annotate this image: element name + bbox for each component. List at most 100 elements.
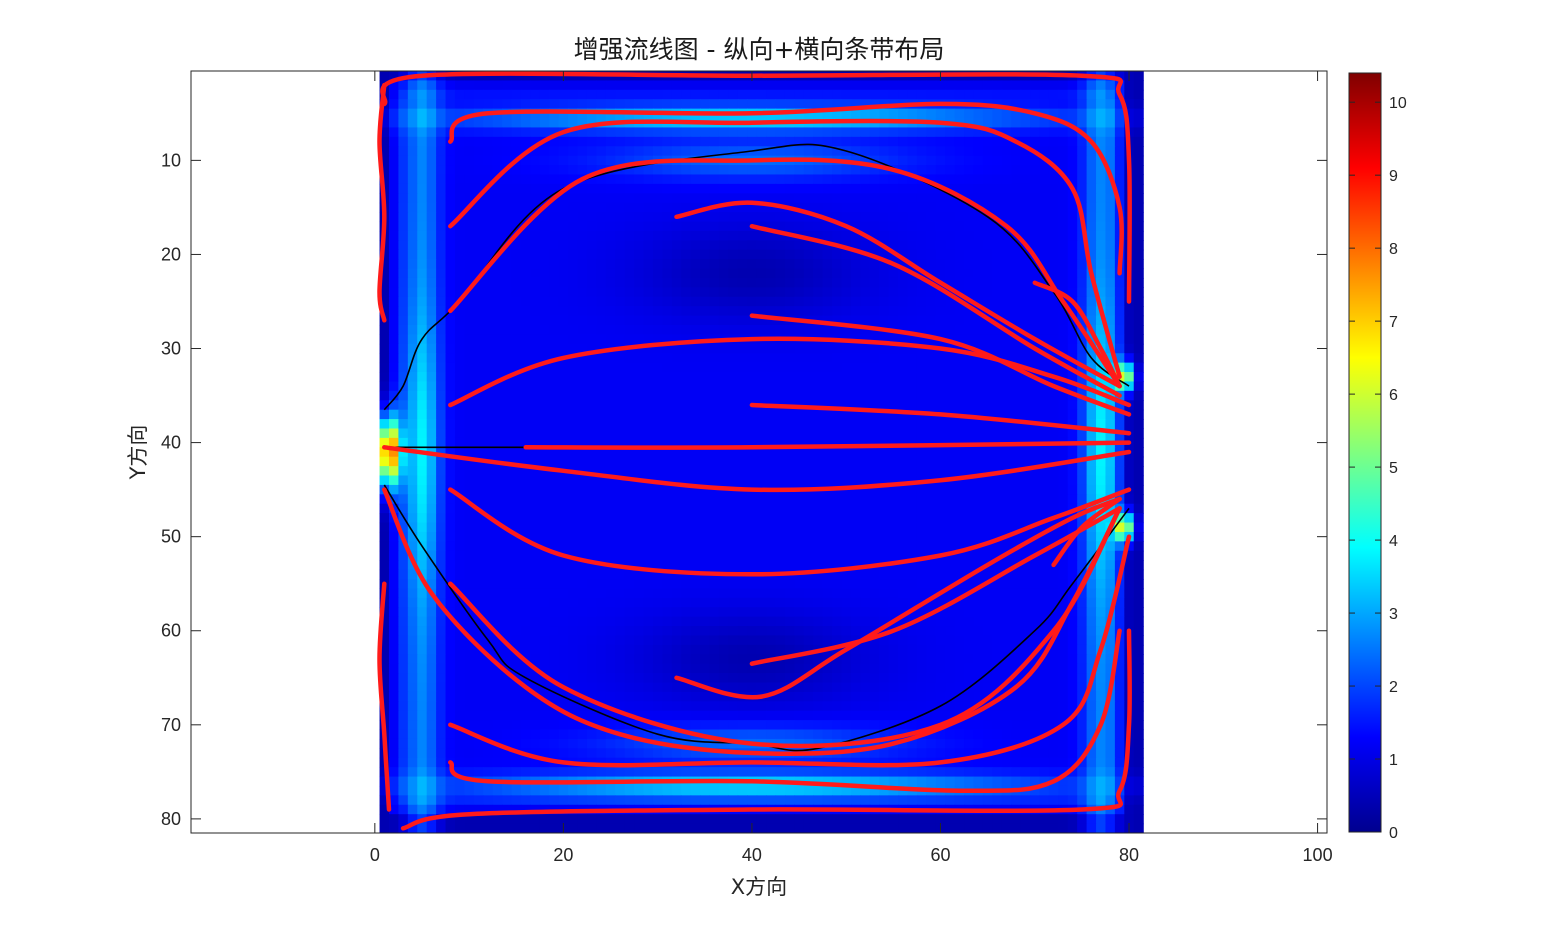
- field-cell: [1133, 296, 1144, 307]
- field-cell: [671, 174, 682, 185]
- field-cell: [1105, 409, 1116, 420]
- field-cell: [634, 230, 645, 241]
- field-cell: [803, 550, 814, 561]
- field-cell: [888, 419, 899, 430]
- field-cell: [1096, 259, 1107, 270]
- field-cell: [1133, 80, 1144, 91]
- field-cell: [879, 108, 890, 119]
- field-cell: [454, 334, 465, 345]
- field-cell: [907, 635, 918, 646]
- field-cell: [1001, 522, 1012, 533]
- field-cell: [615, 183, 626, 194]
- field-cell: [1001, 202, 1012, 213]
- field-cell: [1048, 249, 1059, 260]
- field-cell: [1114, 353, 1125, 364]
- field-cell: [916, 607, 927, 618]
- field-cell: [407, 569, 418, 580]
- field-cell: [803, 268, 814, 279]
- field-cell: [1105, 579, 1116, 590]
- field-cell: [700, 437, 711, 448]
- field-cell: [436, 353, 447, 364]
- field-cell: [898, 146, 909, 157]
- field-cell: [916, 155, 927, 166]
- field-cell: [615, 419, 626, 430]
- field-cell: [473, 635, 484, 646]
- field-cell: [1105, 155, 1116, 166]
- field-cell: [756, 212, 767, 223]
- field-cell: [1011, 428, 1022, 439]
- field-cell: [700, 390, 711, 401]
- field-cell: [982, 136, 993, 147]
- field-cell: [445, 315, 456, 326]
- field-cell: [926, 325, 937, 336]
- field-cell: [407, 325, 418, 336]
- field-cell: [945, 240, 956, 251]
- field-cell: [709, 249, 720, 260]
- field-cell: [803, 230, 814, 241]
- field-cell: [417, 362, 428, 373]
- field-cell: [1114, 108, 1125, 119]
- field-cell: [992, 89, 1003, 100]
- field-cell: [756, 522, 767, 533]
- field-cell: [822, 456, 833, 467]
- field-cell: [737, 635, 748, 646]
- field-cell: [1039, 221, 1050, 232]
- field-cell: [1067, 419, 1078, 430]
- field-cell: [586, 343, 597, 354]
- field-cell: [652, 249, 663, 260]
- field-cell: [690, 466, 701, 477]
- field-cell: [520, 277, 531, 288]
- field-cell: [436, 287, 447, 298]
- field-cell: [388, 202, 400, 213]
- field-cell: [766, 212, 777, 223]
- field-cell: [662, 89, 673, 100]
- field-cell: [879, 146, 890, 157]
- field-cell: [492, 306, 503, 317]
- field-cell: [756, 202, 767, 213]
- field-cell: [1058, 522, 1069, 533]
- field-cell: [869, 334, 880, 345]
- field-cell: [1011, 296, 1022, 307]
- field-cell: [945, 569, 956, 580]
- field-cell: [813, 560, 824, 571]
- field-cell: [709, 230, 720, 241]
- field-cell: [1020, 296, 1031, 307]
- field-cell: [1133, 456, 1144, 467]
- field-cell: [605, 569, 616, 580]
- field-cell: [982, 475, 993, 486]
- field-cell: [945, 456, 956, 467]
- field-cell: [850, 447, 861, 458]
- field-cell: [511, 202, 522, 213]
- field-cell: [520, 372, 531, 383]
- field-cell: [615, 522, 626, 533]
- field-cell: [577, 202, 588, 213]
- field-cell: [982, 456, 993, 467]
- field-cell: [586, 372, 597, 383]
- field-cell: [888, 400, 899, 411]
- field-cell: [992, 249, 1003, 260]
- field-cell: [822, 268, 833, 279]
- field-cell: [388, 419, 400, 430]
- field-cell: [558, 513, 569, 524]
- field-cell: [709, 550, 720, 561]
- field-cell: [992, 428, 1003, 439]
- field-cell: [681, 644, 692, 655]
- field-cell: [822, 230, 833, 241]
- field-cell: [841, 569, 852, 580]
- field-cell: [860, 597, 871, 608]
- field-cell: [445, 287, 456, 298]
- field-cell: [709, 616, 720, 627]
- field-cell: [813, 466, 824, 477]
- field-cell: [860, 146, 871, 157]
- field-cell: [652, 409, 663, 420]
- field-cell: [454, 155, 465, 166]
- field-cell: [643, 99, 654, 110]
- field-cell: [464, 193, 475, 204]
- field-cell: [1086, 381, 1097, 392]
- field-cell: [879, 343, 890, 354]
- field-cell: [426, 259, 437, 270]
- field-cell: [1058, 579, 1069, 590]
- field-cell: [1124, 99, 1135, 110]
- field-cell: [586, 193, 597, 204]
- field-cell: [869, 108, 880, 119]
